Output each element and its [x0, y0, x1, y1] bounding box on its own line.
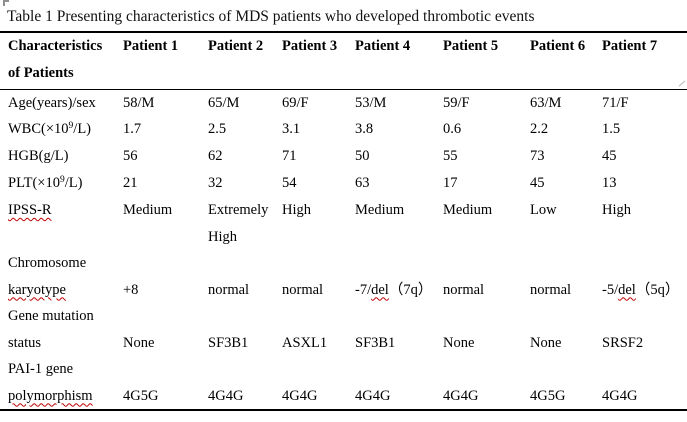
spellcheck-underline: IPSS-R [8, 202, 52, 218]
value-cell: 55 [443, 148, 458, 164]
table-row: Gene mutation status None SF3B1 ASXL1 SF3B1 No… [0, 303, 687, 356]
value-cell: High [602, 202, 631, 218]
value-cell: 4G5G [530, 387, 566, 404]
value-cell: High [282, 202, 311, 218]
value-cell: 3.1 [282, 121, 301, 137]
value-cell: 2.2 [530, 121, 549, 137]
table-anchor-mark [3, 0, 9, 6]
header-cell-patient-7: Patient 7 [602, 38, 658, 54]
table-body: Age(years)/sex 58/M 65/M 69/F 53/M 59/F 63/M 71… [0, 89, 687, 410]
value-cell: -5/del（5q） [602, 281, 680, 298]
value-cell: None [123, 334, 155, 351]
value-cell: 71 [282, 148, 297, 164]
value-cell: 73 [530, 148, 545, 164]
value-cell: ASXL1 [282, 334, 328, 351]
value-cell: 2.5 [208, 121, 227, 137]
value-cell: 45 [602, 148, 617, 164]
row-label-cell: IPSS-R [0, 197, 123, 250]
table-row: IPSS-R Medium Extremely High High Medium Mediu… [0, 197, 687, 250]
value-cell: 3.8 [355, 121, 374, 137]
value-cell: normal [443, 281, 485, 298]
value-cell: +8 [123, 281, 139, 298]
value-cell: 17 [443, 175, 458, 191]
value-cell: 63 [355, 175, 370, 191]
value-cell: 1.5 [602, 121, 621, 137]
header-cell-patient-5: Patient 5 [443, 38, 499, 54]
row-label-cell: PAI-1 gene polymorphism [8, 361, 93, 404]
header-cell-patient-1: Patient 1 [123, 38, 179, 54]
value-cell: None [530, 334, 562, 351]
value-cell: 4G4G [282, 387, 318, 404]
value-cell: 4G5G [123, 387, 159, 404]
value-cell: 63/M [530, 94, 562, 111]
row-label-cell: WBC(×109/L) [8, 121, 92, 137]
value-cell: 0.6 [443, 121, 462, 137]
row-label-cell: HGB(g/L) [8, 148, 69, 164]
value-cell: -7/del（7q） [355, 281, 433, 298]
header-row: Characteristics of Patients Patient 1 Patie… [0, 32, 687, 89]
table-header: Characteristics of Patients Patient 1 Patie… [0, 32, 687, 89]
value-cell: 4G4G [355, 387, 391, 404]
spellcheck-underline: karyotype [8, 281, 66, 298]
value-cell: 13 [602, 175, 617, 191]
value-cell: normal [282, 281, 324, 298]
value-cell: 53/M [355, 94, 387, 111]
value-cell: 56 [123, 148, 138, 164]
row-label-cell: PLT(×109/L) [8, 175, 83, 191]
value-cell: 62 [208, 148, 223, 164]
value-cell: Medium [123, 202, 173, 218]
value-cell: Medium [443, 202, 493, 218]
value-cell: Extremely High [208, 202, 269, 245]
value-cell: SF3B1 [355, 334, 396, 351]
value-cell: 59/F [443, 94, 470, 111]
value-cell: 69/F [282, 94, 309, 111]
header-cell-patient-2: Patient 2 [208, 38, 264, 54]
value-cell: SF3B1 [208, 334, 249, 351]
spellcheck-underline: del [618, 281, 636, 298]
table-row: PAI-1 gene polymorphism 4G5G 4G4G 4G4G 4G4G 4G… [0, 356, 687, 410]
value-cell: None [443, 334, 475, 351]
value-cell: 4G4G [443, 387, 479, 404]
value-cell: SRSF2 [602, 334, 644, 351]
spellcheck-underline: del [371, 281, 389, 298]
value-cell: Low [530, 202, 557, 218]
spellcheck-underline: polymorphism [8, 387, 93, 404]
value-cell: 21 [123, 175, 138, 191]
value-cell: 54 [282, 175, 297, 191]
table-title: Table 1 Presenting characteristics of MD… [7, 8, 535, 25]
row-label-cell: Age(years)/sex [8, 94, 96, 111]
characteristics-table: Characteristics of Patients Patient 1 Patie… [0, 31, 687, 411]
value-cell: 58/M [123, 94, 155, 111]
table-row: WBC(×109/L) 1.7 2.5 3.1 3.8 0.6 2.2 1.5 [0, 116, 687, 143]
row-label-cell: Chromosome karyotype [8, 255, 87, 298]
value-cell: 4G4G [208, 387, 244, 404]
header-cell-patient-3: Patient 3 [282, 38, 338, 54]
value-cell: 50 [355, 148, 370, 164]
value-cell: Medium [355, 202, 405, 218]
header-cell-patient-6: Patient 6 [530, 38, 586, 54]
value-cell: 45 [530, 175, 545, 191]
value-cell: 71/F [602, 94, 629, 111]
value-cell: 32 [208, 175, 223, 191]
value-cell: 1.7 [123, 121, 142, 137]
header-cell-characteristics: Characteristics of Patients [8, 38, 103, 81]
value-cell: normal [530, 281, 572, 298]
table-row: Chromosome karyotype +8 normal normal -7/del（… [0, 250, 687, 303]
value-cell: 4G4G [602, 387, 638, 404]
table-row: Age(years)/sex 58/M 65/M 69/F 53/M 59/F 63/M 71… [0, 89, 687, 116]
table-row: PLT(×109/L) 21 32 54 63 17 45 13 [0, 170, 687, 197]
table-row: HGB(g/L) 56 62 71 50 55 73 45 [0, 143, 687, 170]
header-cell-patient-4: Patient 4 [355, 38, 411, 54]
row-label-cell: Gene mutation status [8, 308, 94, 351]
value-cell: 65/M [208, 94, 240, 111]
value-cell: normal [208, 281, 250, 298]
